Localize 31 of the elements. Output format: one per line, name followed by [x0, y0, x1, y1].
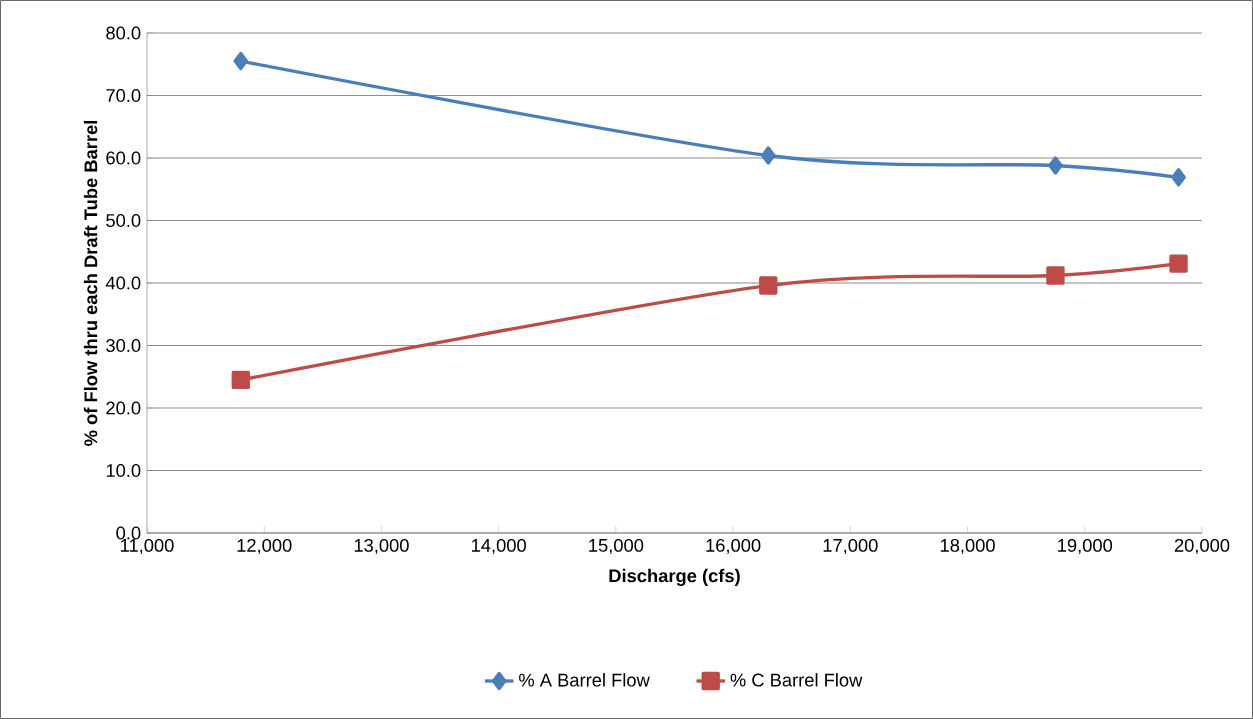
- x-tick-label: 20,000: [1174, 538, 1230, 555]
- x-tick-label: 13,000: [354, 538, 409, 555]
- point: [759, 276, 778, 295]
- point: [231, 370, 250, 390]
- point: [1046, 266, 1065, 285]
- legend-label: % A Barrel Flow: [519, 673, 650, 687]
- x-tick-label: 15,000: [589, 538, 644, 555]
- y-tick-label: 50.0: [106, 214, 141, 227]
- y-tick-label: 30.0: [106, 339, 141, 352]
- y-tick-label: 20.0: [106, 401, 141, 415]
- x-tick-label: 17,000: [823, 538, 878, 555]
- x-tick-label: 16,000: [706, 538, 761, 555]
- y-tick-label: 70.0: [106, 89, 141, 102]
- point: [233, 51, 249, 71]
- x-axis-title: Discharge (cfs): [609, 568, 740, 586]
- x-tick-label: 11,000: [121, 538, 174, 555]
- x-tick-label: 19,000: [1058, 538, 1113, 555]
- point: [1171, 168, 1186, 187]
- point: [1169, 254, 1188, 273]
- y-tick-label: 40.0: [105, 276, 141, 290]
- y-tick-label: 60.0: [106, 151, 141, 165]
- y-tick-label: 80.0: [106, 26, 141, 40]
- y-tick-label: 10.0: [106, 464, 141, 477]
- x-tick-label: 18,000: [940, 538, 995, 555]
- x-tick-label: 14,000: [472, 538, 526, 555]
- legend-label: % C Barrel Flow: [730, 673, 863, 687]
- y-tick-label: 0.0: [116, 526, 141, 540]
- point: [1048, 156, 1063, 175]
- x-tick-label: 12,000: [237, 538, 292, 555]
- point: [760, 146, 776, 165]
- y-axis-title: % of Flow thru each Draft Tube Barrel: [83, 121, 98, 446]
